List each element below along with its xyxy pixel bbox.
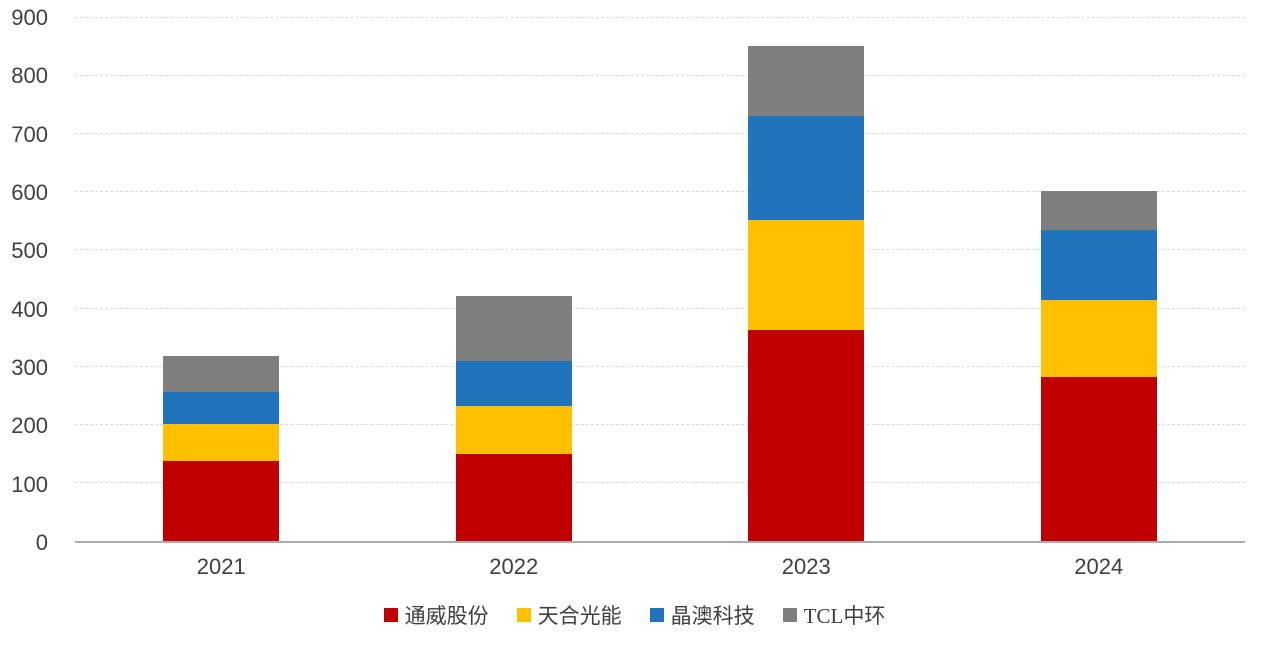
stacked-bar-2023 [748,18,865,541]
plot-area [75,17,1245,543]
bar-segment [455,295,572,361]
y-axis-tick-label: 700 [11,121,48,147]
stacked-bar-2024 [1040,18,1157,541]
bar-segment [1040,299,1157,378]
bar-segment [1040,190,1157,231]
x-axis-tick-label: 2023 [781,554,831,579]
x-axis-tick-label: 2022 [489,554,539,579]
legend-label: 天合光能 [537,604,622,628]
legend-label: TCL中环 [803,604,886,628]
bar-segment [748,45,865,116]
bar-slot [660,18,953,541]
legend-swatch [782,608,797,622]
y-axis-tick-label: 600 [11,180,48,205]
gridline [75,249,1245,251]
y-axis-tick-label: 500 [11,238,48,264]
bar-segment [748,330,865,541]
y-axis: 0 100 200 300 400 500 600 700 800 900 [0,7,48,554]
bar-segment [163,391,280,424]
bar-segment [455,360,572,407]
gridline [75,481,1245,483]
legend-label: 通威股份 [404,604,489,628]
bar-segment [748,219,865,331]
legend-item: 晶澳科技 [649,600,755,630]
gridline [75,191,1245,193]
bar-segment [455,453,572,541]
gridline [75,133,1245,135]
x-axis-tick-label: 2024 [1074,554,1124,579]
bar-segment [163,355,280,392]
bar-segment [1040,230,1157,300]
gridline [75,423,1245,425]
y-axis-tick-label: 100 [11,471,48,497]
legend-item: TCL中环 [782,600,886,630]
bar-segment [1040,377,1157,541]
bar-slot [953,18,1246,541]
y-axis-tick-label: 300 [11,355,48,380]
legend: 通威股份 天合光能 晶澳科技 TCL中环 [0,600,1269,630]
gridline [75,75,1245,77]
gridline [75,365,1245,367]
y-axis-tick-label: 900 [11,5,48,30]
bar-slot [75,18,368,541]
y-axis-tick-label: 200 [11,413,48,439]
bar-segment [748,115,865,220]
legend-swatch [649,608,664,622]
legend-label: 晶澳科技 [670,604,755,628]
x-axis: 2021 2022 2023 2024 [75,554,1245,580]
y-axis-tick-label: 0 [35,530,48,555]
stacked-bar-2022 [455,18,572,541]
legend-item: 天合光能 [516,600,622,630]
bar-segment [163,423,280,462]
bar-slot [368,18,661,541]
legend-swatch [516,608,531,622]
gridline [75,307,1245,309]
x-axis-tick-label: 2021 [196,554,246,579]
y-axis-tick-label: 800 [11,63,48,89]
y-axis-tick-label: 400 [11,296,48,322]
bars-container [75,18,1245,541]
gridline [75,17,1245,18]
bar-segment [455,406,572,454]
legend-swatch [383,608,398,622]
legend-item: 通威股份 [383,600,489,630]
bar-segment [163,461,280,541]
stacked-bar-2021 [163,18,280,541]
